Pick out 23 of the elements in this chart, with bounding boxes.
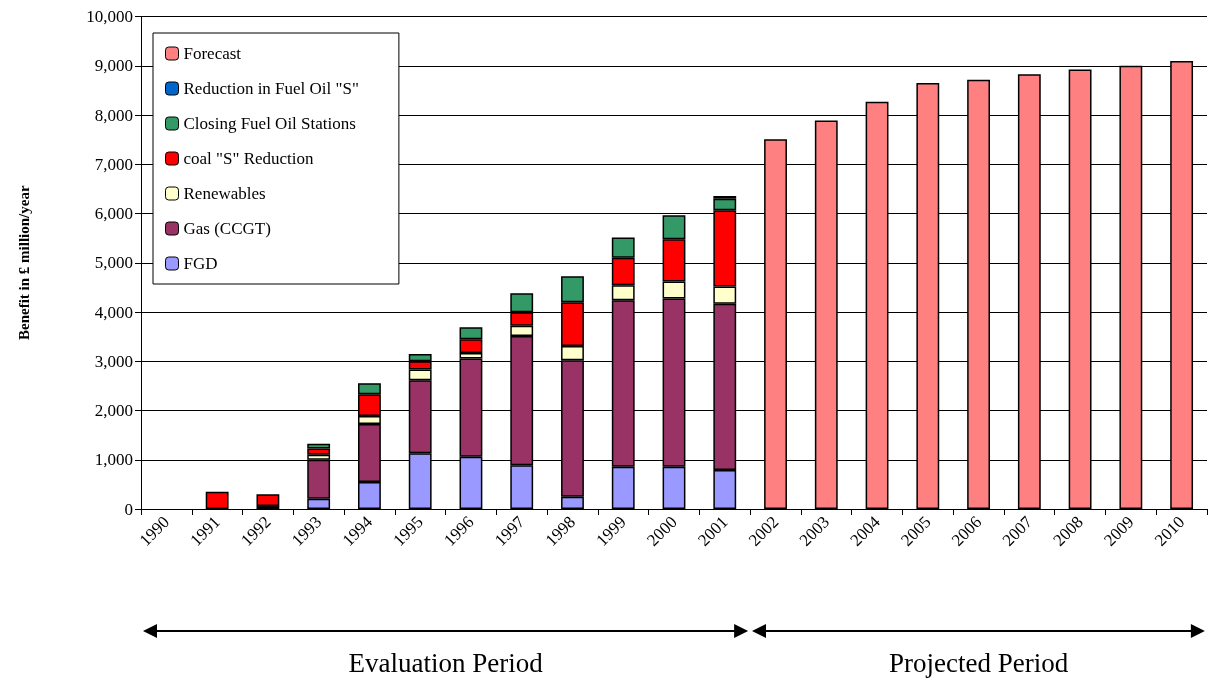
legend-label: Closing Fuel Oil Stations (183, 114, 356, 133)
y-tick-label: 0 (124, 499, 133, 519)
y-tick-label: 2,000 (94, 401, 133, 420)
y-tick-label: 1,000 (94, 450, 133, 470)
y-tick-label: 6,000 (94, 204, 133, 223)
y-tick-label: 3,000 (94, 351, 133, 371)
legend-label: Reduction in Fuel Oil "S" (183, 79, 359, 98)
legend-label: Forecast (183, 44, 242, 63)
y-tick-label: 5,000 (94, 253, 133, 273)
y-tick-label: 8,000 (94, 105, 133, 125)
legend-label: Renewables (183, 184, 266, 203)
legend-label: FGD (183, 254, 218, 273)
text: Evaluation Period (347, 648, 544, 679)
y-tick-label: 10,000 (86, 7, 133, 26)
text: Projected Period (887, 648, 1070, 679)
legend-label: Gas (CCGT) (183, 219, 271, 238)
y-tick-label: 4,000 (94, 302, 133, 322)
y-tick-label: 7,000 (94, 154, 133, 174)
legend-label: coal "S" Reduction (183, 149, 315, 168)
y-axis-title: Benefit in £ million/year (15, 185, 32, 341)
y-tick-label: 9,000 (94, 56, 133, 76)
bar (205, 491, 229, 509)
bar (256, 494, 280, 507)
